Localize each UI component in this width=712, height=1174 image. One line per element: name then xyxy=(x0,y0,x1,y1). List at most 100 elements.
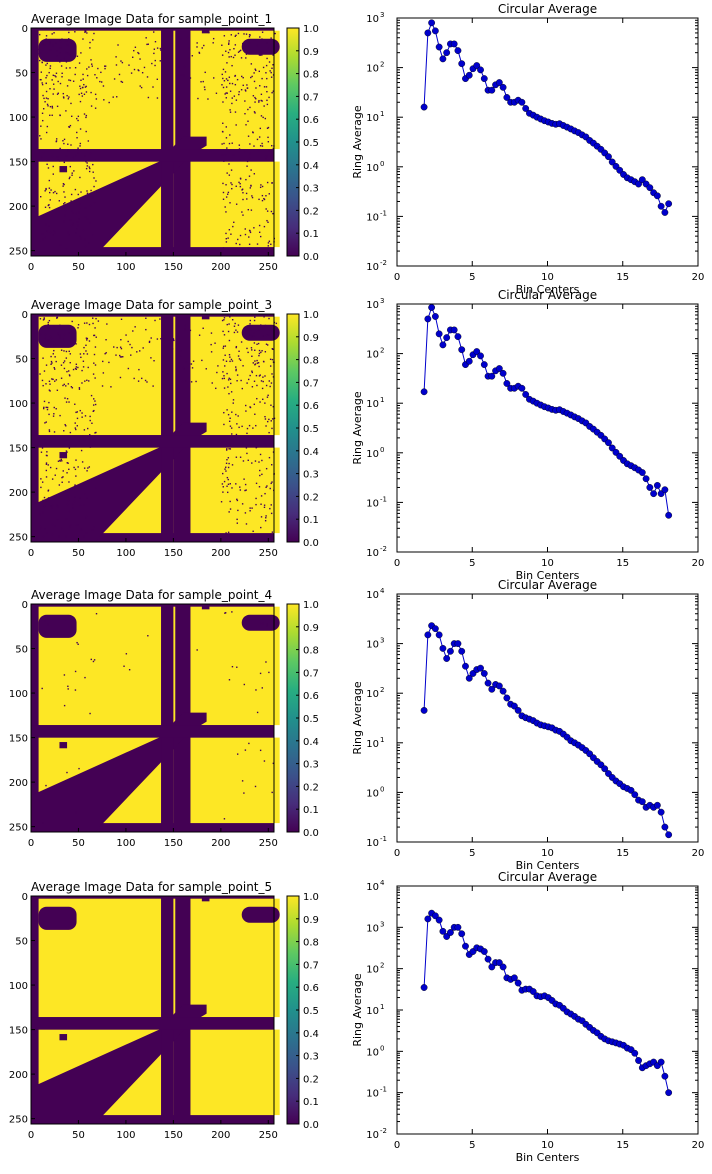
colorbar-tick-label: 0.6 xyxy=(303,691,319,702)
y-axis-label: Ring Average xyxy=(351,105,364,179)
speckle xyxy=(83,346,85,349)
speckle xyxy=(74,67,77,69)
speckle xyxy=(92,39,94,41)
speckle xyxy=(68,510,70,513)
speckle xyxy=(180,74,183,76)
y-tick-label: 200 xyxy=(9,488,28,499)
speckle xyxy=(80,52,82,54)
x-tick-label: 5 xyxy=(469,848,475,859)
speckle xyxy=(86,68,88,70)
speckle xyxy=(82,366,85,368)
vertical-bar xyxy=(161,28,174,256)
speckle xyxy=(56,504,58,507)
speckle xyxy=(65,52,68,54)
speckle xyxy=(121,61,124,64)
data-point xyxy=(646,184,654,192)
speckle xyxy=(269,358,272,360)
speckle xyxy=(238,181,240,184)
speckle xyxy=(229,316,231,318)
x-tick-label: 10 xyxy=(541,558,554,569)
speckle xyxy=(51,107,54,109)
speckle xyxy=(88,242,90,244)
image-panel-1: Average Image Data for sample_point_10 50… xyxy=(9,12,319,273)
speckle xyxy=(256,359,258,362)
data-point xyxy=(439,341,447,349)
speckle xyxy=(265,517,267,519)
speckle xyxy=(64,214,66,217)
colorbar-tick-label: 0.9 xyxy=(303,47,319,58)
speckle xyxy=(46,74,48,77)
speckle xyxy=(196,649,198,651)
speckle xyxy=(76,425,78,427)
speckle xyxy=(89,419,91,422)
speckle xyxy=(76,117,78,120)
speckle xyxy=(119,346,122,348)
speckle xyxy=(271,91,273,94)
speckle xyxy=(53,406,55,409)
speckle xyxy=(68,326,71,329)
speckle xyxy=(228,163,230,165)
speckle xyxy=(77,115,80,118)
speckle xyxy=(258,486,261,488)
y-tick-label: 150 xyxy=(9,158,28,169)
speckle xyxy=(84,86,87,88)
x-tick-label: 15 xyxy=(616,272,629,283)
speckle xyxy=(169,384,171,386)
speckle xyxy=(261,142,263,145)
y-tick-label: 10 xyxy=(366,14,379,25)
speckle xyxy=(243,33,245,35)
speckle xyxy=(68,234,70,236)
speckle xyxy=(236,78,239,81)
colorbar-tick-label: 0.3 xyxy=(303,470,319,481)
speckle xyxy=(77,324,80,326)
speckle xyxy=(251,462,253,464)
speckle xyxy=(61,481,63,483)
speckle xyxy=(52,173,54,175)
data-point xyxy=(488,372,496,380)
speckle xyxy=(169,339,171,341)
speckle xyxy=(85,114,88,117)
speckle xyxy=(228,420,231,422)
data-point xyxy=(447,929,454,936)
x-tick-label: 150 xyxy=(164,1130,183,1141)
speckle xyxy=(244,749,247,751)
data-point xyxy=(420,984,428,991)
y-tick-label: 10 xyxy=(366,64,379,75)
speckle xyxy=(268,456,271,459)
speckle xyxy=(62,185,64,187)
speckle xyxy=(256,397,258,400)
y-tick-label: 10 xyxy=(366,212,379,223)
speckle xyxy=(222,131,224,133)
data-point xyxy=(477,66,484,74)
speckle xyxy=(189,52,191,55)
speckle xyxy=(78,211,80,214)
speckle xyxy=(48,319,51,322)
data-point xyxy=(529,988,537,995)
speckle xyxy=(50,363,52,365)
speckle xyxy=(55,72,58,74)
speckle xyxy=(93,398,95,400)
x-tick-label: 200 xyxy=(211,548,230,559)
speckle xyxy=(68,447,71,449)
speckle xyxy=(261,77,263,80)
speckle xyxy=(68,401,70,403)
speckle xyxy=(272,90,275,92)
speckle xyxy=(270,243,272,246)
speckle xyxy=(271,373,273,375)
speckle xyxy=(254,112,256,114)
speckle xyxy=(143,66,146,69)
speckle xyxy=(52,415,55,417)
speckle xyxy=(95,612,98,615)
speckle xyxy=(87,427,89,430)
speckle xyxy=(264,324,267,327)
speckle xyxy=(85,515,88,518)
speckle xyxy=(94,364,97,366)
speckle xyxy=(127,340,129,343)
colorbar-tick-label: 0.7 xyxy=(303,960,319,971)
plot-title: Circular Average xyxy=(498,870,597,884)
image-title: Average Image Data for sample_point_5 xyxy=(31,880,272,894)
speckle xyxy=(233,48,235,50)
speckle xyxy=(47,323,49,326)
speckle xyxy=(52,93,54,95)
data-point xyxy=(608,158,616,166)
